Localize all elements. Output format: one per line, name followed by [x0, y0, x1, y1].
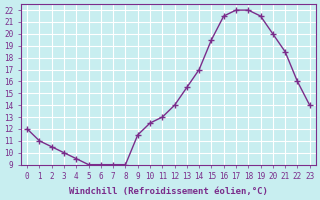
X-axis label: Windchill (Refroidissement éolien,°C): Windchill (Refroidissement éolien,°C) — [69, 187, 268, 196]
